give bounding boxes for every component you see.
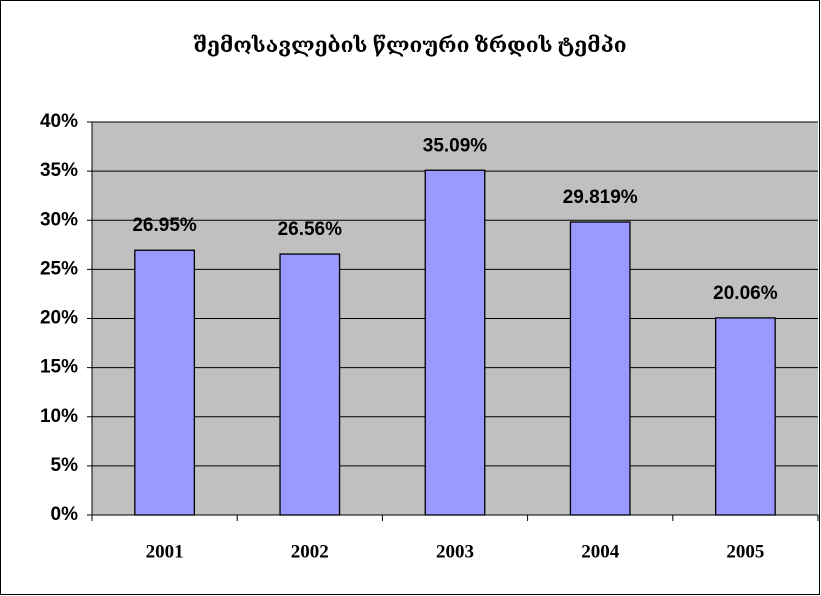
- y-tick-label: 5%: [51, 455, 79, 476]
- value-label: 20.06%: [713, 283, 778, 304]
- y-tick-label: 25%: [40, 258, 78, 279]
- x-tick-label: 2004: [581, 541, 620, 562]
- x-tick-label: 2002: [291, 541, 329, 562]
- bar: [569, 221, 631, 516]
- y-tick-label: 30%: [40, 209, 78, 230]
- y-tick-label: 10%: [40, 406, 78, 427]
- value-label: 26.95%: [132, 215, 197, 236]
- value-label: 29.819%: [563, 187, 638, 208]
- y-tick-label: 20%: [40, 308, 78, 329]
- y-tick-label: 40%: [40, 111, 78, 132]
- y-tick-label: 35%: [40, 160, 78, 181]
- value-label: 35.09%: [423, 135, 488, 156]
- x-tick-label: 2001: [146, 541, 184, 562]
- x-tick-label: 2005: [726, 541, 764, 562]
- bar: [424, 169, 486, 516]
- y-tick-label: 15%: [40, 357, 78, 378]
- bar: [279, 253, 341, 516]
- bar: [714, 317, 776, 516]
- bar: [134, 249, 196, 516]
- y-tick-label: 0%: [51, 504, 79, 525]
- value-label: 26.56%: [278, 219, 343, 240]
- chart-title: შემოსავლების წლიური ზრდის ტემპი: [193, 33, 626, 57]
- x-tick-label: 2003: [436, 541, 474, 562]
